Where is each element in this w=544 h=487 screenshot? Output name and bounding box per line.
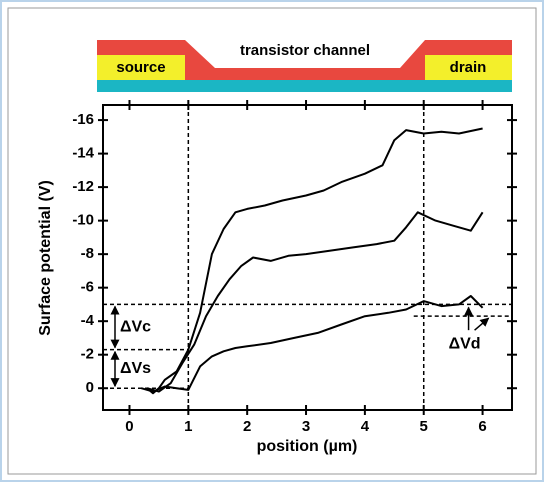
substrate bbox=[97, 80, 512, 92]
annotation: ΔVs bbox=[120, 360, 151, 377]
y-tick-label: -2 bbox=[81, 346, 94, 363]
annotation: ΔVc bbox=[120, 318, 151, 335]
x-tick-label: 1 bbox=[184, 418, 192, 435]
y-axis-label: Surface potential (V) bbox=[37, 180, 54, 336]
data-line bbox=[146, 211, 484, 393]
channel-label: transistor channel bbox=[240, 42, 370, 59]
source-label: source bbox=[116, 59, 165, 76]
y-tick-label: -8 bbox=[81, 245, 94, 262]
y-tick-label: -6 bbox=[81, 279, 94, 296]
plot-frame bbox=[102, 104, 513, 411]
annotation-arrow bbox=[474, 317, 490, 331]
y-tick-label: -16 bbox=[72, 111, 94, 128]
x-tick-label: 6 bbox=[478, 418, 486, 435]
y-tick-label: -12 bbox=[72, 178, 94, 195]
x-tick-label: 2 bbox=[243, 418, 251, 435]
x-tick-label: 4 bbox=[361, 418, 370, 435]
annotation: ΔVd bbox=[449, 335, 481, 352]
y-tick-label: 0 bbox=[86, 379, 94, 396]
drain-label: drain bbox=[450, 59, 487, 76]
y-tick-label: -10 bbox=[72, 212, 94, 229]
data-line bbox=[146, 127, 483, 395]
x-tick-label: 3 bbox=[302, 418, 310, 435]
y-tick-label: -4 bbox=[81, 312, 95, 329]
x-tick-label: 5 bbox=[420, 418, 428, 435]
schematic: transistor channel source drain bbox=[97, 40, 512, 92]
x-axis-label: position (µm) bbox=[257, 438, 358, 455]
source-block bbox=[97, 55, 185, 80]
data-line bbox=[141, 295, 484, 393]
y-tick-label: -14 bbox=[72, 145, 94, 162]
channel-layer bbox=[97, 40, 512, 80]
x-tick-label: 0 bbox=[125, 418, 133, 435]
drain-block bbox=[425, 55, 512, 80]
